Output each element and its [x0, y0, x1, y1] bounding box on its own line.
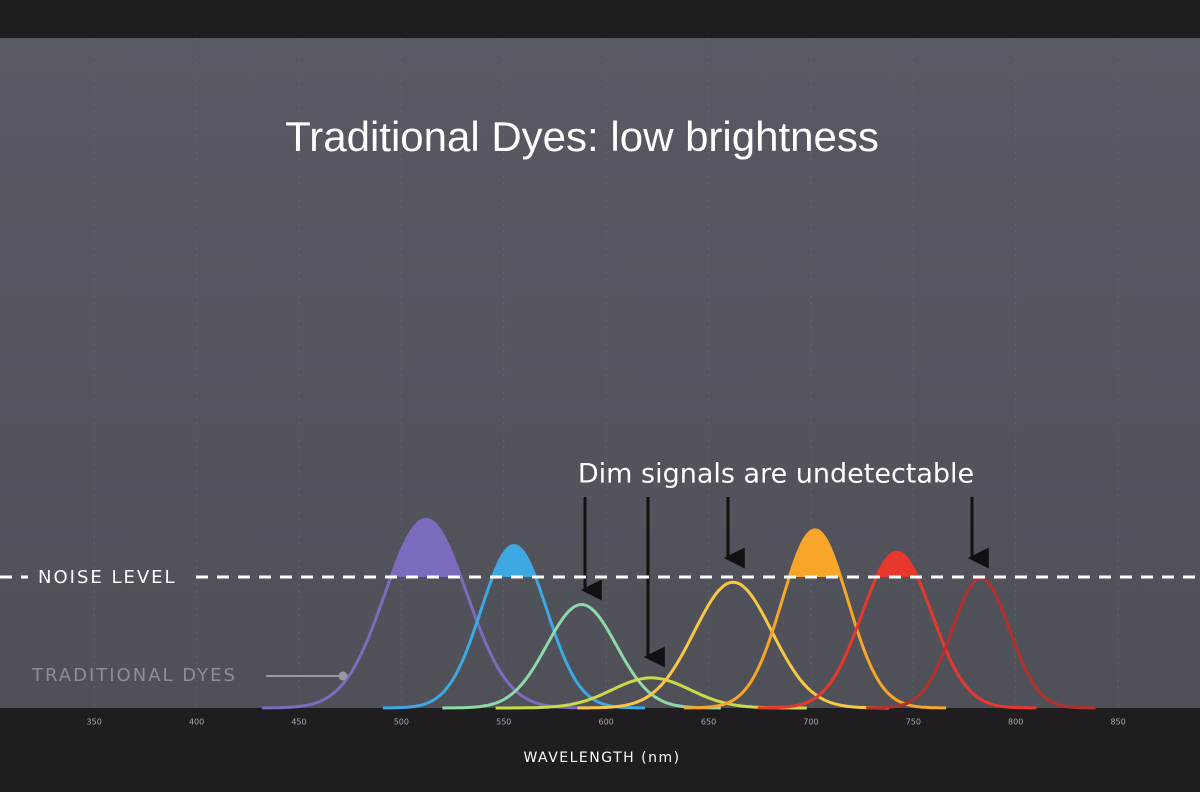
x-tick-label: 500	[394, 718, 409, 727]
emission-curve	[382, 544, 646, 710]
axis-bar	[0, 708, 1200, 792]
noise-label: NOISE LEVEL	[38, 567, 177, 588]
dye-leader-dot	[338, 671, 348, 681]
signal-above-noise	[390, 519, 461, 577]
x-tick-label: 850	[1110, 718, 1125, 727]
emission-curve	[577, 580, 889, 710]
emission-curve	[495, 676, 807, 710]
x-tick-label: 450	[291, 718, 306, 727]
signal-above-noise	[492, 545, 536, 577]
emission-curve	[684, 528, 947, 710]
x-tick-label: 600	[599, 718, 614, 727]
annotation: Dim signals are undetectable	[578, 459, 974, 490]
emission-curve	[757, 550, 1037, 710]
chart-title: Traditional Dyes: low brightness	[285, 113, 879, 160]
x-tick-label: 800	[1008, 718, 1023, 727]
x-tick-label: 400	[189, 718, 204, 727]
top-bar	[0, 0, 1200, 38]
x-tick-label: 650	[701, 718, 716, 727]
emission-curve	[262, 517, 590, 710]
signal-above-noise	[789, 529, 841, 577]
emission-curve	[442, 602, 721, 710]
signal-above-noise	[876, 552, 918, 577]
curves	[262, 517, 1096, 710]
x-tick-label: 550	[496, 718, 511, 727]
dye-label: TRADITIONAL DYES	[31, 665, 237, 686]
x-tick-label: 750	[906, 718, 921, 727]
x-tick-label: 350	[87, 718, 102, 727]
x-tick-label: 700	[803, 718, 818, 727]
grid	[93, 38, 1119, 708]
x-axis-label: WAVELENGTH (nm)	[523, 750, 680, 766]
